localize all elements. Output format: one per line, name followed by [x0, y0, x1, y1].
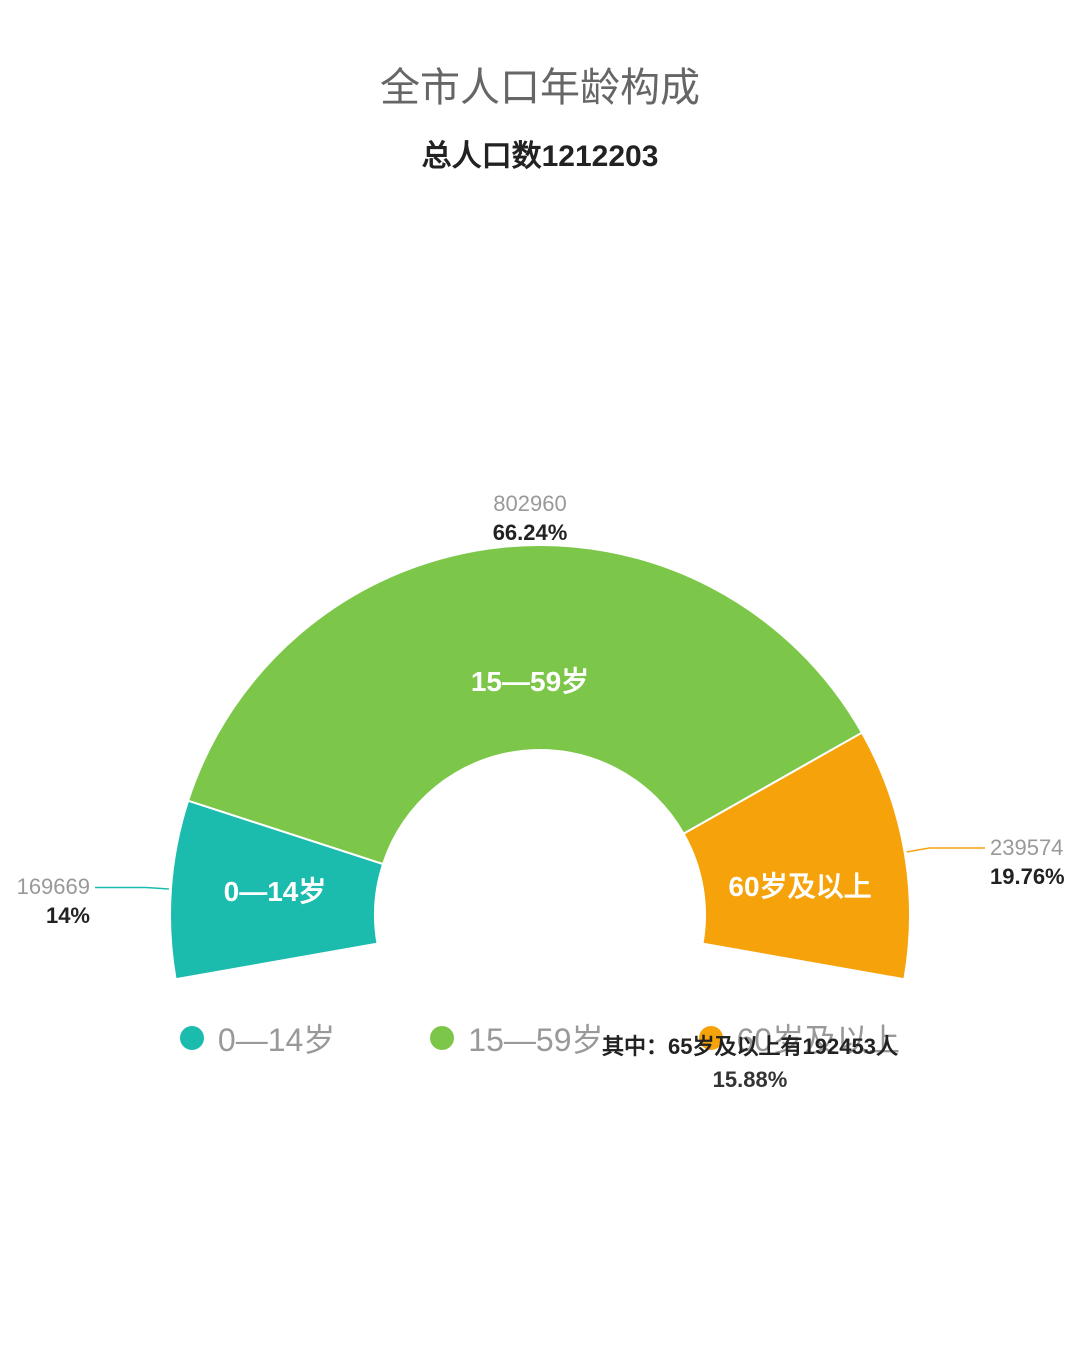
callout-percent-1: 66.24% — [493, 519, 568, 548]
callout-value-0: 169669 — [17, 873, 90, 902]
chart-subtitle: 总人口数1212203 — [0, 131, 1080, 175]
donut-chart — [0, 175, 1080, 1075]
footnote-text: 其中：65岁及以上有192453人 — [602, 1030, 898, 1063]
callout-value-1: 802960 — [493, 490, 568, 519]
callout-percent-2: 19.76% — [990, 863, 1065, 892]
callout-percent-0: 14% — [17, 902, 90, 931]
chart-title: 全市人口年龄构成 — [0, 55, 1080, 113]
leader-line-2 — [907, 848, 985, 852]
callout-value-2: 239574 — [990, 834, 1065, 863]
callout-1: 80296066.24% — [493, 490, 568, 547]
footnote-percent: 15.88% — [602, 1063, 898, 1096]
callout-0: 16966914% — [17, 873, 90, 930]
segment-label-0: 0—14岁 — [224, 870, 327, 910]
segment-label-1: 15—59岁 — [471, 660, 589, 700]
callout-2: 23957419.76% — [990, 834, 1065, 891]
footnote: 其中：65岁及以上有192453人15.88% — [602, 1030, 898, 1096]
segment-label-2: 60岁及以上 — [728, 865, 871, 905]
leader-line-0 — [95, 887, 169, 889]
chart-container: 0—14岁 16966914% 15—59岁 80296066.24% 60岁及以上 23… — [0, 175, 1080, 975]
